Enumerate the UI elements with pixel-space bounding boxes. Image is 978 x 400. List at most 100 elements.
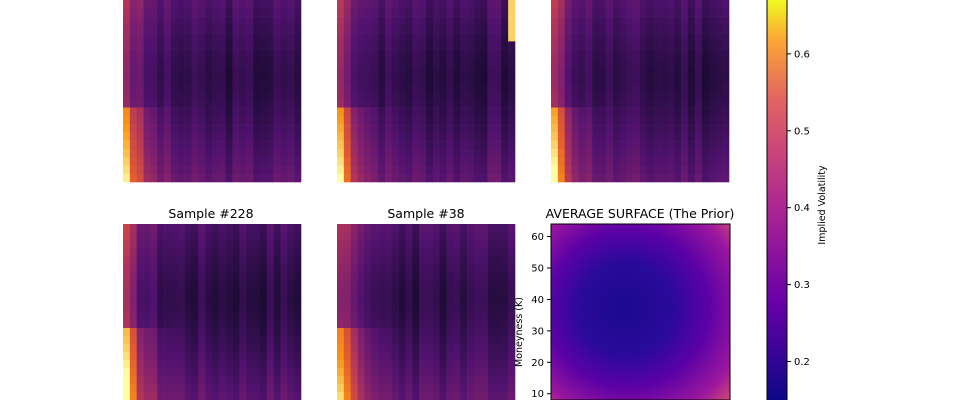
heatmap-cell [232, 16, 240, 26]
heatmap-cell [446, 384, 454, 393]
heatmap-cell [164, 173, 172, 183]
heatmap-cell [501, 57, 509, 67]
heatmap-cell [198, 224, 206, 233]
heatmap-cell [212, 165, 220, 175]
heatmap-cell [259, 304, 268, 313]
heatmap-cell [626, 148, 634, 158]
heatmap-cell [605, 57, 613, 67]
heatmap-cell [501, 165, 509, 175]
heatmap-cell [667, 57, 675, 67]
heatmap-cell [660, 82, 668, 92]
heatmap-cell [123, 336, 131, 345]
heatmap-cell [501, 148, 509, 158]
heatmap-cell [164, 33, 172, 42]
heatmap-cell [419, 240, 427, 249]
heatmap-cell [494, 57, 502, 67]
heatmap-cell [432, 33, 440, 42]
heatmap-cell [391, 33, 399, 42]
heatmap-cell [253, 288, 261, 297]
heatmap-cell [280, 82, 288, 92]
heatmap-cell [391, 140, 399, 150]
heatmap-cell [626, 33, 634, 42]
heatmap-cell [619, 41, 627, 50]
heatmap-cell [439, 91, 447, 100]
heatmap-cell [494, 124, 502, 133]
heatmap-cell [551, 57, 559, 67]
heatmap-cell [412, 240, 420, 249]
heatmap-cell [123, 256, 131, 265]
heatmap-cell [419, 66, 427, 75]
heatmap-cell [350, 115, 358, 125]
heatmap-cell [157, 272, 165, 281]
heatmap-cell [294, 360, 302, 369]
heatmap-cell [446, 280, 454, 289]
heatmap-cell [626, 74, 634, 84]
heatmap-cell [157, 33, 165, 42]
heatmap-cell [508, 352, 516, 361]
heatmap-cell [371, 320, 379, 329]
heatmap-cell [480, 124, 488, 133]
heatmap-cell [412, 132, 420, 141]
heatmap-cell [592, 49, 600, 59]
heatmap-cell [287, 107, 295, 117]
heatmap-cell [225, 368, 233, 377]
heatmap-cell [123, 352, 131, 361]
heatmap-cell [646, 132, 654, 141]
heatmap-cell [177, 352, 185, 361]
heatmap-cell [398, 280, 406, 289]
heatmap-cell [218, 336, 226, 345]
heatmap-cell [405, 140, 413, 150]
heatmap-cell [239, 328, 247, 337]
heatmap-cell [626, 91, 634, 100]
heatmap-cell [467, 264, 475, 273]
heatmap-cell [123, 384, 131, 393]
heatmap-cell [357, 8, 365, 17]
heatmap-cell [646, 165, 654, 175]
heatmap-cell [432, 352, 440, 361]
heatmap-cell [646, 41, 654, 50]
heatmap-cell [378, 352, 386, 361]
heatmap-cell [473, 368, 482, 377]
colorbar-tick-label: 0.6 [794, 49, 810, 60]
heatmap-cell [287, 320, 295, 329]
heatmap-cell [273, 312, 281, 321]
heatmap-cell [378, 49, 386, 59]
heatmap-cell [701, 57, 709, 67]
heatmap-cell [177, 376, 185, 385]
heatmap-cell [273, 336, 281, 345]
heatmap-cell [170, 82, 179, 92]
heatmap-cell [343, 148, 351, 158]
heatmap-cell [150, 115, 158, 125]
heatmap-cell [653, 82, 661, 92]
heatmap-cell [287, 173, 295, 183]
heatmap-cell [136, 352, 144, 361]
heatmap-cell [487, 173, 495, 183]
heatmap-cell [626, 82, 634, 92]
heatmap-cell [585, 148, 593, 158]
heatmap-cell [426, 0, 434, 9]
heatmap-cell [157, 66, 165, 75]
heatmap-cell [177, 320, 185, 329]
heatmap-cell [487, 312, 495, 321]
heatmap-cell [371, 165, 379, 175]
heatmap-cell [619, 91, 627, 100]
heatmap-cell [198, 392, 206, 400]
heatmap-cell [357, 82, 365, 92]
heatmap-cell [287, 304, 295, 313]
heatmap-cell [287, 124, 295, 133]
heatmap-cell [701, 0, 709, 9]
heatmap-cell [378, 157, 386, 166]
heatmap-cell [191, 360, 199, 369]
heatmap-cell [439, 360, 447, 369]
heatmap-cell [136, 232, 144, 241]
heatmap-cell [239, 140, 247, 150]
heatmap-cell [626, 8, 634, 17]
heatmap-cell [646, 157, 654, 166]
heatmap-cell [605, 41, 613, 50]
heatmap-cell [198, 320, 206, 329]
heatmap-cell [487, 232, 495, 241]
heatmap-cell [212, 57, 220, 67]
heatmap-cell [585, 24, 593, 34]
heatmap-cell [722, 99, 730, 108]
